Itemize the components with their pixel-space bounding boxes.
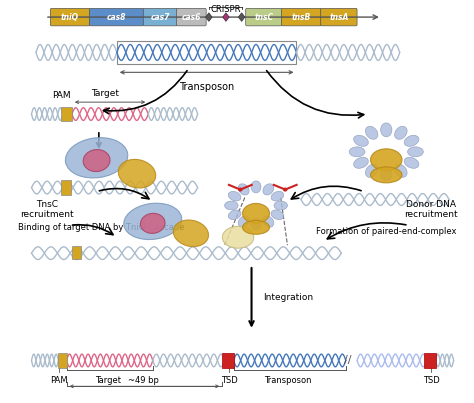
Text: Transposon: Transposon	[179, 82, 234, 92]
Ellipse shape	[225, 201, 238, 210]
Ellipse shape	[243, 220, 270, 234]
Text: Integration: Integration	[263, 293, 313, 302]
Ellipse shape	[354, 135, 368, 146]
Text: cas6: cas6	[182, 12, 201, 22]
Text: Formation of paired-end-complex: Formation of paired-end-complex	[316, 227, 456, 236]
Ellipse shape	[404, 135, 419, 146]
Circle shape	[239, 188, 242, 191]
Text: tnsB: tnsB	[292, 12, 311, 22]
Ellipse shape	[251, 181, 261, 193]
Ellipse shape	[140, 213, 165, 233]
Ellipse shape	[263, 184, 274, 195]
Bar	[61, 107, 72, 121]
FancyBboxPatch shape	[246, 8, 282, 26]
Polygon shape	[223, 13, 229, 21]
FancyBboxPatch shape	[321, 8, 357, 26]
FancyBboxPatch shape	[50, 8, 90, 26]
Ellipse shape	[173, 220, 209, 247]
Ellipse shape	[274, 201, 287, 210]
Ellipse shape	[228, 210, 241, 220]
Text: tniQ: tniQ	[61, 12, 79, 22]
Polygon shape	[238, 13, 245, 21]
Text: Binding of target DNA by TniQ-Cascade: Binding of target DNA by TniQ-Cascade	[18, 223, 184, 233]
Text: TSD: TSD	[221, 376, 237, 385]
Ellipse shape	[365, 164, 378, 177]
Bar	[72, 246, 81, 259]
Text: PAM: PAM	[52, 91, 71, 100]
Ellipse shape	[381, 123, 392, 137]
Text: Target: Target	[95, 376, 121, 385]
Bar	[117, 41, 296, 64]
Text: Donor DNA
recruitment: Donor DNA recruitment	[404, 200, 458, 219]
Text: CRISPR: CRISPR	[210, 5, 241, 14]
Ellipse shape	[238, 216, 249, 227]
FancyBboxPatch shape	[90, 8, 144, 26]
Text: TnsC
recruitment: TnsC recruitment	[20, 200, 74, 219]
Ellipse shape	[371, 149, 402, 171]
Ellipse shape	[243, 204, 270, 223]
Text: Transposon: Transposon	[264, 376, 311, 385]
Text: TSD: TSD	[423, 376, 439, 385]
Ellipse shape	[365, 126, 378, 139]
Text: ~49 bp: ~49 bp	[128, 376, 159, 385]
Ellipse shape	[381, 167, 392, 181]
Ellipse shape	[228, 191, 241, 201]
Bar	[222, 353, 234, 368]
Text: Target: Target	[91, 89, 119, 98]
Polygon shape	[206, 13, 212, 21]
FancyBboxPatch shape	[176, 8, 206, 26]
Circle shape	[284, 188, 287, 191]
Ellipse shape	[371, 167, 402, 183]
FancyBboxPatch shape	[143, 8, 177, 26]
Ellipse shape	[394, 126, 407, 139]
Ellipse shape	[124, 203, 182, 239]
Ellipse shape	[222, 226, 254, 248]
Ellipse shape	[65, 137, 128, 178]
Ellipse shape	[251, 218, 261, 230]
Text: //: //	[344, 355, 352, 366]
Ellipse shape	[394, 164, 407, 177]
Ellipse shape	[271, 191, 284, 201]
Text: PAM: PAM	[51, 376, 68, 385]
Ellipse shape	[349, 147, 365, 157]
FancyBboxPatch shape	[282, 8, 321, 26]
Ellipse shape	[263, 216, 274, 227]
Ellipse shape	[83, 150, 110, 172]
Ellipse shape	[354, 157, 368, 168]
Ellipse shape	[408, 147, 423, 157]
Text: tnsA: tnsA	[329, 12, 348, 22]
Ellipse shape	[118, 160, 156, 188]
Ellipse shape	[404, 157, 419, 168]
Bar	[61, 181, 71, 195]
Bar	[424, 353, 436, 368]
Text: cas8: cas8	[107, 12, 126, 22]
Ellipse shape	[271, 210, 284, 220]
Text: cas7: cas7	[151, 12, 170, 22]
Text: tnsC: tnsC	[255, 12, 273, 22]
Ellipse shape	[238, 184, 249, 195]
Bar	[57, 353, 66, 368]
